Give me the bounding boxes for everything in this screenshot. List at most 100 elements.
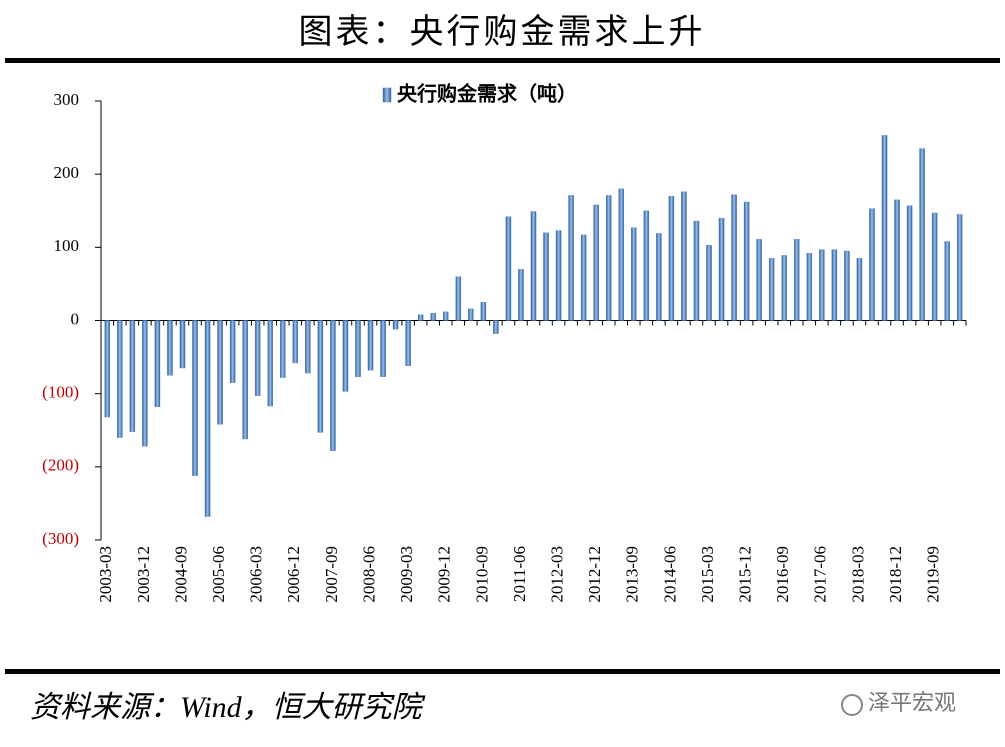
x-tick-label: 2013-09 — [623, 546, 642, 603]
x-tick-label: 2003-12 — [134, 546, 153, 603]
bar — [919, 148, 925, 321]
bar — [167, 320, 173, 376]
bar — [768, 258, 775, 321]
x-tick-label: 2015-03 — [698, 546, 717, 603]
bar — [330, 320, 336, 451]
bar — [355, 320, 361, 377]
y-tick-label: 100 — [54, 236, 80, 255]
bar — [305, 320, 311, 374]
bar — [543, 232, 549, 321]
x-tick-label: 2018-12 — [886, 546, 905, 603]
x-tick-label: 2012-03 — [547, 546, 566, 603]
y-tick-label: 300 — [54, 90, 80, 109]
bar — [480, 302, 487, 321]
bar — [718, 217, 725, 321]
x-tick-label: 2017-06 — [811, 546, 830, 603]
x-tick-label: 2016-09 — [773, 546, 792, 603]
x-tick-label: 2008-06 — [359, 546, 378, 603]
x-tick-label: 2007-09 — [322, 546, 341, 603]
bar — [743, 201, 750, 321]
x-tick-label: 2014-06 — [660, 546, 679, 603]
bar — [856, 258, 863, 321]
bar — [342, 320, 349, 392]
bar — [819, 249, 825, 321]
bar — [656, 233, 662, 321]
bar — [831, 249, 838, 321]
y-tick-label: (200) — [42, 456, 79, 475]
bar — [380, 320, 386, 377]
x-tick-label: 2009-12 — [435, 546, 454, 603]
bar — [555, 230, 562, 321]
y-tick-label: (300) — [42, 529, 79, 548]
bar — [869, 208, 875, 321]
bar — [668, 195, 675, 321]
bar — [430, 313, 436, 321]
bar — [693, 220, 700, 321]
bar — [254, 320, 261, 397]
bar — [104, 320, 111, 418]
bar — [267, 320, 273, 407]
legend-label: 央行购金需求（吨） — [397, 82, 577, 106]
bar — [631, 227, 637, 321]
bar — [931, 212, 938, 321]
bar — [956, 214, 963, 321]
bar — [530, 211, 537, 321]
bar — [505, 216, 512, 321]
bar — [179, 320, 186, 369]
bar — [442, 311, 449, 321]
x-tick-label: 2006-03 — [247, 546, 266, 603]
source: 资料来源：Wind，恒大研究院 — [30, 691, 426, 724]
bar — [518, 269, 524, 321]
bar — [154, 320, 161, 407]
y-tick-label: 0 — [71, 309, 80, 328]
bar — [229, 320, 236, 383]
x-tick-label: 2003-03 — [96, 546, 115, 603]
bar — [280, 320, 286, 378]
x-tick-label: 2009-03 — [397, 546, 416, 603]
x-tick-label: 2019-09 — [924, 546, 943, 603]
bar — [204, 320, 211, 517]
bottom-rule — [5, 669, 1000, 674]
bar — [417, 314, 424, 321]
bar — [756, 239, 762, 321]
bar — [317, 320, 324, 433]
y-tick-label: (100) — [42, 383, 79, 402]
bar — [944, 241, 950, 321]
bar — [618, 188, 625, 321]
bar — [392, 320, 399, 330]
bar — [580, 234, 587, 321]
top-rule — [5, 58, 1000, 63]
bar — [593, 204, 599, 321]
bar — [806, 253, 813, 321]
bar — [706, 244, 712, 321]
bar — [643, 210, 650, 321]
watermark: 泽平宏观 — [868, 690, 956, 715]
bar — [292, 320, 299, 364]
x-tick-label: 2010-09 — [472, 546, 491, 603]
bar — [468, 308, 474, 321]
bar — [117, 320, 123, 438]
x-tick-label: 2004-09 — [171, 546, 190, 603]
bar — [142, 320, 148, 447]
bar — [217, 320, 223, 425]
bar — [731, 194, 737, 321]
bar — [894, 199, 900, 321]
bar — [493, 320, 499, 334]
bar — [129, 320, 136, 432]
bar — [192, 320, 198, 476]
bar — [455, 276, 462, 321]
watermark-icon — [841, 694, 863, 716]
bar — [794, 239, 800, 321]
x-tick-label: 2018-03 — [848, 546, 867, 603]
bar — [681, 191, 687, 321]
bar — [906, 205, 913, 321]
bar — [605, 195, 612, 321]
bar — [405, 320, 411, 367]
x-tick-label: 2015-12 — [736, 546, 755, 603]
bar — [781, 255, 787, 321]
x-tick-label: 2005-06 — [209, 546, 228, 603]
bar — [844, 250, 850, 321]
bar — [568, 195, 574, 321]
legend-swatch — [382, 87, 392, 103]
